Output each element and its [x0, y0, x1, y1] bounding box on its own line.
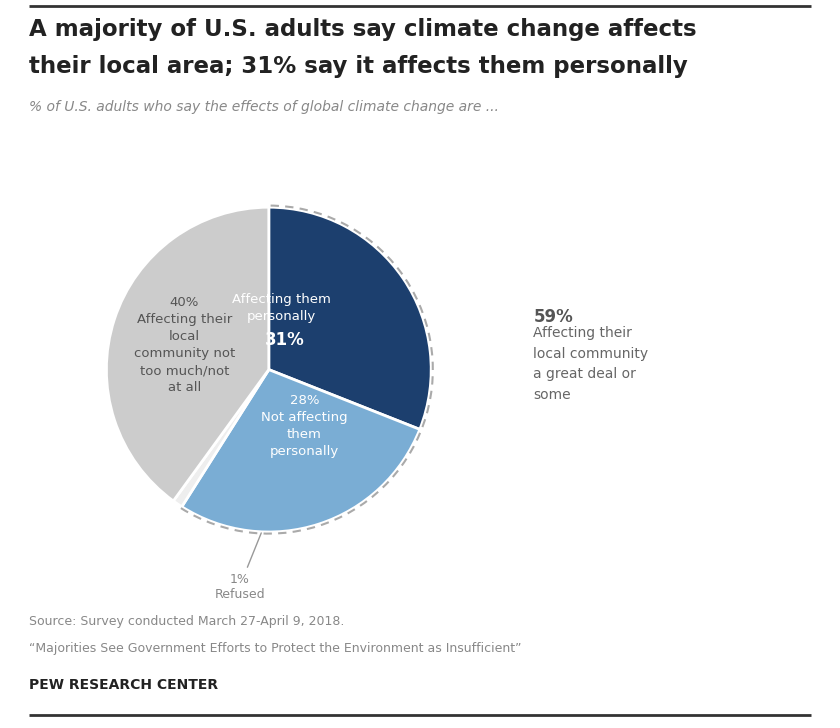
Wedge shape	[107, 207, 269, 501]
Text: Source: Survey conducted March 27-April 9, 2018.: Source: Survey conducted March 27-April …	[29, 615, 344, 628]
Text: PEW RESEARCH CENTER: PEW RESEARCH CENTER	[29, 678, 218, 692]
Text: % of U.S. adults who say the effects of global climate change are ...: % of U.S. adults who say the effects of …	[29, 100, 499, 114]
Text: “Majorities See Government Efforts to Protect the Environment as Insufficient”: “Majorities See Government Efforts to Pr…	[29, 642, 522, 655]
Text: 1%
Refused: 1% Refused	[214, 533, 265, 601]
Wedge shape	[173, 370, 269, 507]
Text: 59%: 59%	[533, 308, 573, 325]
Text: 40%
Affecting their
local
community not
too much/not
at all: 40% Affecting their local community not …	[134, 296, 235, 395]
Text: 28%
Not affecting
them
personally: 28% Not affecting them personally	[261, 395, 348, 459]
Text: their local area; 31% say it affects them personally: their local area; 31% say it affects the…	[29, 55, 688, 78]
Wedge shape	[269, 207, 431, 430]
Text: Affecting them
personally: Affecting them personally	[233, 293, 331, 323]
Text: 31%: 31%	[265, 331, 305, 349]
Text: A majority of U.S. adults say climate change affects: A majority of U.S. adults say climate ch…	[29, 18, 697, 41]
Text: Affecting their
local community
a great deal or
some: Affecting their local community a great …	[533, 326, 648, 402]
Wedge shape	[181, 370, 420, 532]
